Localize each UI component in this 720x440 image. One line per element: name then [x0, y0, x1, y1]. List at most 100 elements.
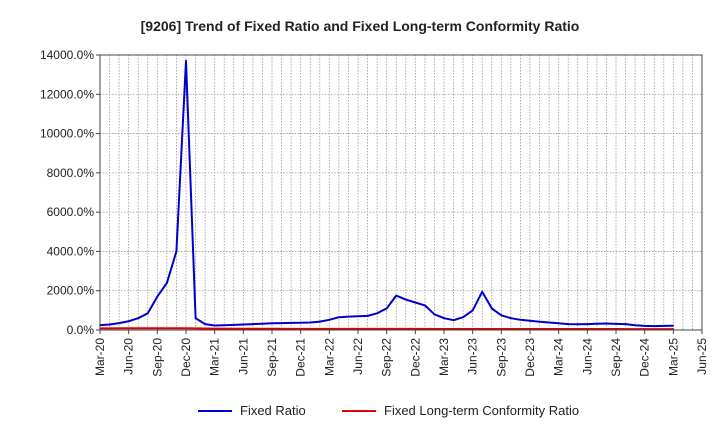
y-axis: 0.0% 2000.0% 4000.0% 6000.0% 8000.0% 10000.0%…	[40, 48, 100, 337]
data-point	[385, 307, 388, 310]
data-point	[175, 250, 178, 253]
legend-label: Fixed Ratio	[240, 403, 306, 418]
data-point	[462, 316, 464, 319]
data-point	[242, 327, 245, 330]
data-point	[490, 307, 493, 310]
data-point	[395, 294, 398, 297]
data-point	[137, 317, 140, 320]
legend: Fixed Ratio Fixed Long-term Conformity Ra…	[198, 403, 579, 418]
x-tick-label: Sep-20	[150, 338, 164, 377]
y-tick-label: 4000.0%	[47, 244, 95, 258]
data-point	[414, 301, 417, 304]
x-tick-label: Sep-21	[265, 338, 279, 377]
y-tick-label: 12000.0%	[40, 87, 94, 101]
data-point	[471, 309, 474, 312]
data-point	[567, 323, 570, 325]
data-point	[232, 324, 235, 326]
y-tick-label: 14000.0%	[40, 48, 94, 62]
data-point	[500, 314, 503, 317]
data-point	[271, 322, 273, 325]
data-point	[433, 313, 436, 316]
data-point	[586, 328, 589, 330]
data-point	[443, 328, 445, 330]
data-point	[548, 321, 550, 324]
data-point	[357, 315, 359, 318]
data-point	[185, 327, 187, 330]
x-tick-label: Dec-20	[179, 338, 193, 377]
data-point	[108, 323, 111, 326]
data-point	[662, 325, 665, 327]
data-point	[223, 324, 226, 327]
data-point	[127, 327, 130, 330]
x-tick-label: Jun-24	[580, 338, 594, 375]
x-tick-label: Mar-21	[208, 338, 222, 376]
data-point	[443, 317, 445, 320]
data-point	[166, 282, 168, 284]
data-point	[290, 322, 292, 324]
data-point	[634, 324, 636, 327]
x-tick-label: Dec-21	[294, 338, 308, 377]
x-tick-label: Dec-24	[638, 338, 652, 377]
data-point	[357, 328, 359, 330]
x-tick-label: Jun-20	[122, 338, 136, 375]
data-point	[481, 290, 484, 293]
data-point	[538, 320, 541, 323]
y-tick-label: 8000.0%	[47, 166, 95, 180]
data-point	[118, 322, 120, 324]
data-point	[261, 322, 264, 325]
legend-label: Fixed Long-term Conformity Ratio	[384, 403, 579, 418]
data-point	[615, 328, 617, 330]
data-point	[204, 323, 206, 325]
data-point	[586, 323, 589, 325]
x-tick-label: Mar-23	[437, 338, 451, 376]
x-tick-label: Mar-22	[322, 338, 336, 376]
data-point	[127, 320, 130, 322]
x-tick-label: Sep-22	[380, 338, 394, 377]
x-tick-label: Dec-23	[523, 338, 537, 377]
data-point	[624, 323, 627, 325]
x-tick-label: Dec-22	[408, 338, 422, 377]
data-point	[271, 328, 273, 330]
x-tick-label: Sep-24	[609, 338, 623, 377]
data-point	[452, 319, 455, 321]
data-point	[299, 328, 302, 330]
x-tick-label: Jun-23	[466, 338, 480, 375]
data-point	[500, 328, 503, 330]
x-tick-label: Mar-24	[552, 338, 566, 376]
data-point	[596, 322, 598, 325]
plot-frame	[99, 54, 703, 331]
x-tick-label: Jun-25	[695, 338, 709, 375]
data-point	[376, 312, 378, 315]
data-point	[653, 325, 656, 327]
x-tick-label: Jun-22	[351, 338, 365, 375]
data-point	[576, 323, 579, 326]
y-tick-label: 6000.0%	[47, 205, 95, 219]
y-tick-label: 2000.0%	[47, 284, 95, 298]
data-point	[424, 304, 426, 307]
data-point	[605, 322, 608, 325]
chart-title: [9206] Trend of Fixed Ratio and Fixed Lo…	[141, 18, 580, 34]
x-tick-label: Jun-21	[236, 338, 250, 375]
data-point	[280, 322, 283, 324]
data-point	[299, 321, 302, 324]
data-point	[615, 323, 617, 325]
y-tick-label: 10000.0%	[40, 127, 94, 141]
data-point	[557, 322, 560, 325]
data-point	[338, 316, 340, 319]
data-point	[213, 327, 216, 330]
data-point	[385, 328, 388, 330]
data-point	[366, 315, 369, 317]
data-point	[519, 318, 522, 321]
x-axis: Mar-20 Jun-20 Sep-20 Dec-20 Mar-21 Jun-21 Sep-…	[93, 330, 709, 377]
data-point	[643, 328, 646, 330]
data-point	[672, 324, 675, 327]
x-tick-label: Sep-23	[494, 338, 508, 377]
data-point	[309, 321, 312, 324]
y-tick-label: 0.0%	[67, 323, 95, 337]
data-point	[672, 328, 675, 330]
series-layer	[99, 59, 675, 331]
data-point	[529, 328, 531, 330]
data-point	[185, 60, 187, 62]
data-point	[156, 295, 159, 298]
